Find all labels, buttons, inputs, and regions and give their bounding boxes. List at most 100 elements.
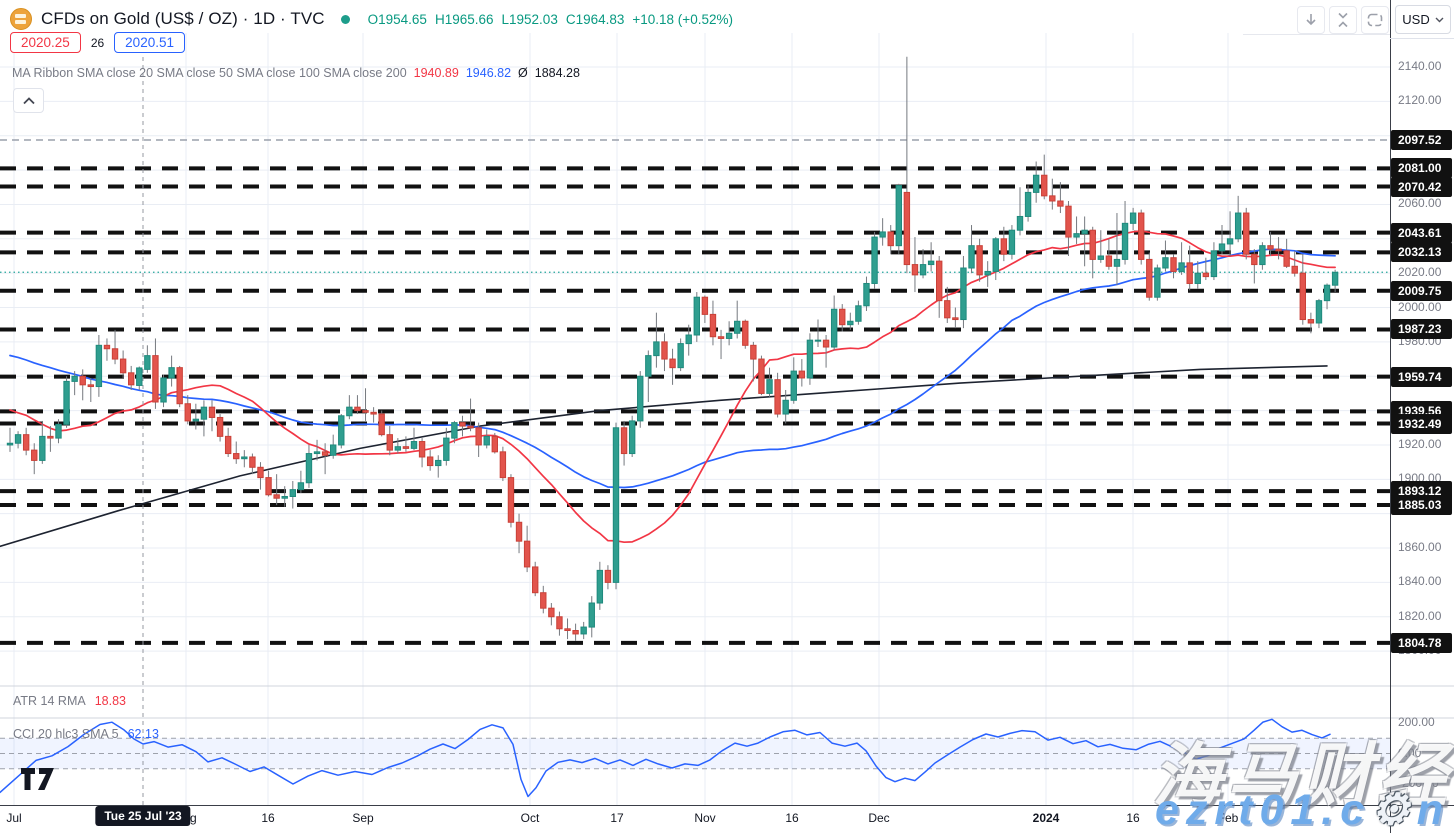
- candle: [604, 569, 612, 583]
- candle: [338, 415, 345, 446]
- watermark-url: ezrt01.c⚙n: [1155, 785, 1450, 833]
- price-axis-label: 1820.00: [1398, 608, 1442, 623]
- candle: [1073, 233, 1080, 238]
- collapse-panes-button[interactable]: [1329, 6, 1357, 34]
- time-axis-label: 16: [785, 811, 799, 825]
- candle: [515, 521, 523, 542]
- gridlines: [0, 33, 1390, 805]
- candle: [637, 375, 644, 422]
- candle: [1331, 271, 1339, 286]
- candle: [830, 308, 838, 348]
- candle: [1307, 319, 1315, 324]
- axis-header-divider: [1390, 38, 1454, 39]
- price-level-badge: 2032.13: [1391, 242, 1452, 263]
- tradingview-logo[interactable]: [20, 766, 58, 797]
- candle: [709, 313, 717, 338]
- candle: [758, 358, 765, 394]
- candle: [620, 427, 628, 455]
- candle: [79, 375, 86, 386]
- candle: [111, 348, 119, 360]
- candle: [1226, 238, 1234, 245]
- candle: [1202, 272, 1210, 278]
- sell-bid-button[interactable]: 2020.25: [10, 32, 81, 53]
- download-button[interactable]: [1297, 6, 1325, 34]
- candle: [717, 336, 725, 339]
- candle: [378, 413, 385, 436]
- candle: [394, 446, 402, 451]
- candle: [1283, 250, 1290, 267]
- candle: [1251, 253, 1258, 266]
- candle: [1113, 258, 1121, 267]
- price-axis-label: 1860.00: [1398, 540, 1442, 555]
- ma-ribbon-label: MA Ribbon SMA close 20 SMA close 50 SMA …: [12, 66, 407, 80]
- candle: [491, 435, 499, 453]
- collapse-legend-button[interactable]: [13, 88, 44, 113]
- sma20-value: 1940.89: [413, 66, 459, 80]
- candle: [847, 320, 854, 326]
- time-axis-label: 17: [610, 811, 624, 825]
- candle: [855, 305, 862, 322]
- cci-axis-label: 0.00: [1398, 745, 1422, 760]
- time-axis-label: 16: [261, 811, 275, 825]
- candle: [1041, 174, 1048, 197]
- candle: [1065, 205, 1072, 238]
- candle: [1000, 238, 1008, 255]
- candle: [1259, 245, 1266, 266]
- candle: [976, 245, 983, 276]
- time-axis-label: Feb: [1217, 811, 1239, 825]
- symbol-title[interactable]: CFDs on Gold (US$ / OZ) · 1D · TVC: [41, 9, 325, 28]
- collapse-panes-icon: [1338, 12, 1348, 28]
- candle: [1267, 245, 1274, 250]
- price-level-badge: 1885.03: [1391, 495, 1452, 516]
- symbol-legend: CFDs on Gold (US$ / OZ) · 1D · TVC O1954…: [10, 7, 733, 31]
- gold-symbol-icon: [10, 8, 32, 30]
- candle: [103, 344, 111, 350]
- candle: [887, 231, 894, 247]
- candle: [362, 410, 369, 413]
- candle: [588, 602, 595, 628]
- atr-legend[interactable]: ATR 14 RMA 18.83: [13, 694, 126, 708]
- crosshair-date-badge: Tue 25 Jul '23: [95, 806, 191, 826]
- candle: [1129, 212, 1137, 224]
- candle: [693, 296, 700, 336]
- candle: [798, 370, 806, 379]
- candle: [402, 446, 410, 449]
- price-level-badge: 2097.52: [1391, 129, 1452, 150]
- candle: [289, 489, 297, 497]
- candle: [31, 449, 38, 461]
- candle: [822, 339, 830, 348]
- candle: [944, 300, 951, 319]
- ma-average-value: 1884.28: [534, 66, 580, 80]
- market-status-icon: [340, 14, 350, 24]
- buy-ask-button[interactable]: 2020.51: [114, 32, 185, 53]
- candle: [911, 264, 919, 276]
- price-level-badge: 1932.49: [1391, 413, 1452, 434]
- candle: [168, 367, 175, 379]
- candle: [564, 628, 571, 632]
- ma-ribbon-legend[interactable]: MA Ribbon SMA close 20 SMA close 50 SMA …: [12, 66, 580, 80]
- fullscreen-button[interactable]: [1361, 6, 1389, 34]
- candle: [790, 370, 797, 401]
- candle: [1081, 229, 1088, 235]
- chart-layers: [0, 33, 1390, 805]
- currency-dropdown[interactable]: USD: [1395, 5, 1451, 34]
- candle: [814, 339, 822, 342]
- sma50-line: [9, 248, 1336, 489]
- atr-value: 18.83: [94, 694, 126, 708]
- tradingview-logo-icon: [21, 768, 54, 790]
- candle: [224, 435, 232, 455]
- candle: [297, 482, 305, 491]
- cci-label: CCI 20 hlc3 SMA 5: [13, 727, 119, 741]
- candle: [1170, 257, 1177, 272]
- candle: [701, 296, 709, 315]
- time-axis-label: Nov: [694, 811, 716, 825]
- cci-legend[interactable]: CCI 20 hlc3 SMA 5 62.13: [13, 727, 159, 741]
- watermark-url-suffix: n: [1416, 786, 1450, 833]
- candle: [580, 626, 587, 635]
- price-level-badge: 2043.61: [1391, 222, 1452, 243]
- candle: [612, 427, 620, 583]
- time-axis-label: Sep: [352, 811, 374, 825]
- candle: [192, 418, 200, 422]
